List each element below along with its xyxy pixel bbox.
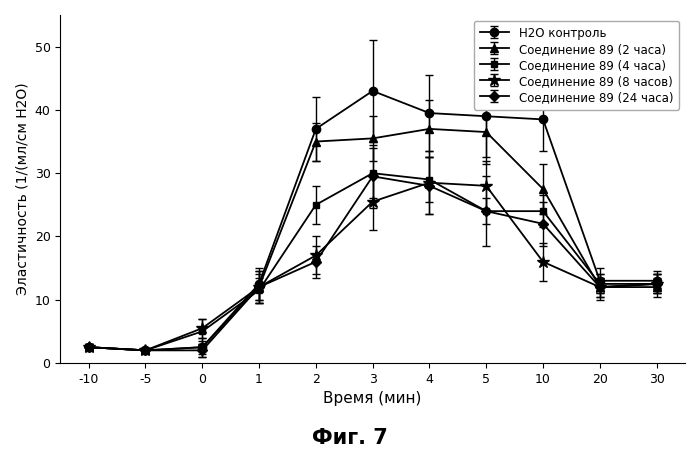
Legend: H2O контроль, Соединение 89 (2 часа), Соединение 89 (4 часа), Соединение 89 (8 ч: H2O контроль, Соединение 89 (2 часа), Со… — [474, 21, 679, 110]
Text: Фиг. 7: Фиг. 7 — [312, 429, 388, 448]
X-axis label: Время (мин): Время (мин) — [323, 391, 422, 406]
Y-axis label: Эластичность (1/(мл/см H2O): Эластичность (1/(мл/см H2O) — [15, 83, 29, 295]
